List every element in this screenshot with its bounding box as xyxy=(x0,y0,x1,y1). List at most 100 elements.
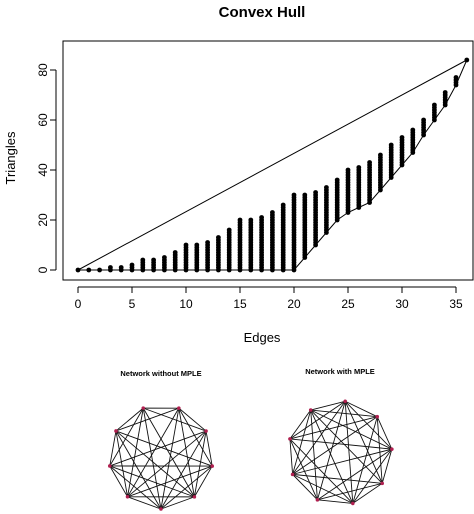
network-edge xyxy=(292,473,383,484)
x-tick-label: 0 xyxy=(75,297,82,311)
data-points xyxy=(75,57,470,273)
data-point xyxy=(410,127,416,133)
x-tick-label: 25 xyxy=(341,297,355,311)
network-edge xyxy=(193,465,213,498)
network-edge xyxy=(178,408,195,497)
data-point xyxy=(280,202,286,208)
data-point xyxy=(226,227,232,233)
network-edge xyxy=(344,400,393,450)
network-edge xyxy=(292,416,378,475)
network-edge xyxy=(115,430,128,497)
network-edge xyxy=(344,401,383,484)
data-point xyxy=(194,242,200,248)
network-edge xyxy=(109,407,144,467)
network-edge xyxy=(142,408,162,510)
network-node xyxy=(204,429,208,433)
network-edge xyxy=(160,430,207,510)
data-point xyxy=(216,235,221,240)
network-edge xyxy=(115,430,213,467)
network-edge xyxy=(376,416,393,450)
network-edge xyxy=(160,496,195,510)
data-point xyxy=(324,185,329,190)
data-point xyxy=(453,75,459,80)
network-edge xyxy=(292,409,312,475)
y-tick-label: 40 xyxy=(36,163,50,177)
data-point xyxy=(378,152,383,158)
data-point xyxy=(183,242,189,248)
network-edge xyxy=(310,409,393,450)
network-edge xyxy=(109,465,195,498)
network-node xyxy=(380,481,385,486)
network-edge xyxy=(292,400,346,475)
network-edge xyxy=(289,438,354,504)
network-edge xyxy=(316,401,346,500)
data-point xyxy=(302,192,308,198)
network-edge xyxy=(142,407,195,498)
network-edge xyxy=(109,465,128,498)
y-tick-label: 20 xyxy=(36,213,50,227)
x-tick-label: 15 xyxy=(233,297,247,311)
network-edge xyxy=(292,474,318,501)
data-point xyxy=(237,217,243,223)
network-edge xyxy=(292,448,392,475)
data-point xyxy=(108,265,113,270)
network-node xyxy=(288,437,292,441)
network-edge xyxy=(310,409,354,504)
data-point xyxy=(399,135,405,140)
network-edge xyxy=(352,448,393,504)
network-node xyxy=(141,406,146,410)
network-node xyxy=(315,498,320,502)
network-node xyxy=(192,495,197,499)
data-point xyxy=(205,240,211,245)
network-node xyxy=(343,399,347,404)
network-edge xyxy=(127,465,213,498)
network-edge xyxy=(160,465,213,510)
x-tick-label: 5 xyxy=(129,297,136,311)
network-node xyxy=(159,507,163,511)
network-edge xyxy=(289,409,312,440)
network-edge xyxy=(317,499,353,504)
data-point xyxy=(248,217,254,223)
plot-frame xyxy=(62,40,474,281)
network-edge xyxy=(289,438,294,475)
network-node xyxy=(308,408,313,412)
network-edge xyxy=(292,473,354,504)
network-edge xyxy=(352,482,383,504)
network-right-title: Network with MPLE xyxy=(305,367,375,376)
network-edge xyxy=(115,430,195,498)
data-point xyxy=(140,257,146,263)
network-edge xyxy=(310,409,378,418)
network-left xyxy=(107,406,215,511)
network-node xyxy=(125,495,130,499)
network-right xyxy=(288,399,394,506)
network-edge xyxy=(205,430,213,467)
data-point xyxy=(313,190,318,195)
network-edge xyxy=(310,409,318,500)
network-edge xyxy=(115,430,162,510)
network-edge xyxy=(289,438,392,450)
data-point xyxy=(291,192,297,198)
network-edge xyxy=(178,407,207,432)
network-edge xyxy=(160,408,180,510)
network-edge xyxy=(352,416,378,504)
data-point xyxy=(162,255,167,260)
network-edge xyxy=(289,438,318,501)
network-edge xyxy=(127,407,180,498)
network-edge xyxy=(310,400,346,411)
x-tick-label: 30 xyxy=(395,297,409,311)
data-point xyxy=(270,210,275,215)
network-node xyxy=(390,447,394,451)
y-tick-label: 80 xyxy=(36,63,50,77)
data-point xyxy=(259,215,264,220)
data-point xyxy=(421,117,426,123)
chart-title: Convex Hull xyxy=(219,4,306,21)
data-point xyxy=(151,257,157,263)
y-axis-label: Triangles xyxy=(3,131,18,184)
x-tick-label: 10 xyxy=(179,297,193,311)
data-point xyxy=(75,267,81,273)
data-point xyxy=(97,267,102,273)
network-edge xyxy=(376,416,383,484)
network-edge xyxy=(381,449,393,484)
network-edge xyxy=(310,409,383,484)
